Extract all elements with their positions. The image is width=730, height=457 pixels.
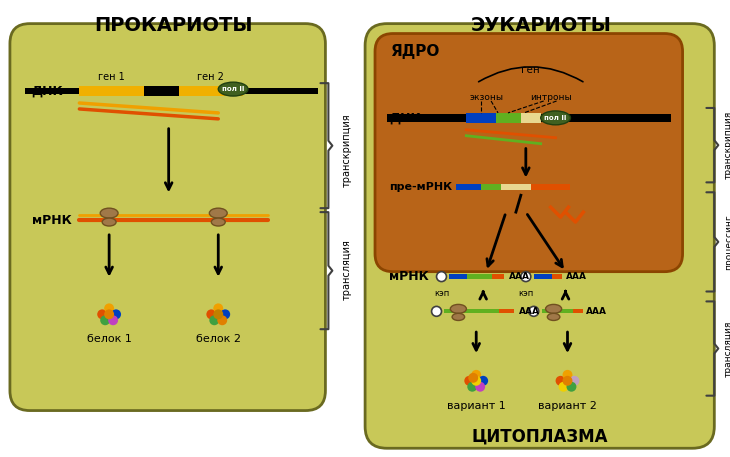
Text: ААА: ААА xyxy=(519,307,540,316)
Text: ААА: ААА xyxy=(566,272,586,281)
Text: ААА: ААА xyxy=(509,272,530,281)
Circle shape xyxy=(213,309,223,319)
Text: мРНК: мРНК xyxy=(389,270,429,283)
Text: интроны: интроны xyxy=(530,93,572,102)
Text: транскрипция: транскрипция xyxy=(342,114,353,187)
Circle shape xyxy=(468,373,478,383)
Circle shape xyxy=(472,376,481,386)
Circle shape xyxy=(437,271,447,282)
Bar xyxy=(25,88,80,94)
Bar xyxy=(25,88,33,94)
Circle shape xyxy=(475,382,485,392)
Text: ген 1: ген 1 xyxy=(98,72,125,82)
Circle shape xyxy=(563,370,572,380)
Text: вариант 2: вариант 2 xyxy=(538,401,597,410)
Bar xyxy=(552,274,561,279)
Bar xyxy=(387,114,671,122)
Circle shape xyxy=(213,303,223,314)
Text: транскрипция: транскрипция xyxy=(723,111,730,179)
Bar xyxy=(574,309,583,314)
Ellipse shape xyxy=(211,218,226,226)
Bar xyxy=(456,184,481,190)
Bar xyxy=(466,113,496,123)
Text: пол II: пол II xyxy=(545,115,566,121)
Ellipse shape xyxy=(545,304,561,314)
Text: ДНК: ДНК xyxy=(31,85,64,98)
Circle shape xyxy=(566,382,577,392)
Circle shape xyxy=(207,309,216,319)
FancyBboxPatch shape xyxy=(10,24,326,410)
Text: кэп: кэп xyxy=(518,288,534,298)
Bar xyxy=(243,88,312,94)
Circle shape xyxy=(100,315,110,325)
Text: ДНК: ДНК xyxy=(389,112,420,124)
FancyBboxPatch shape xyxy=(375,33,683,271)
Text: пол II: пол II xyxy=(222,86,245,92)
Text: белок 2: белок 2 xyxy=(196,334,241,344)
Ellipse shape xyxy=(102,218,116,226)
Text: ЭУКАРИОТЫ: ЭУКАРИОТЫ xyxy=(470,16,611,35)
Circle shape xyxy=(478,376,488,386)
Ellipse shape xyxy=(210,208,227,218)
Text: трансляция: трансляция xyxy=(723,320,730,377)
Ellipse shape xyxy=(452,314,464,320)
Circle shape xyxy=(97,309,107,319)
Text: мРНК: мРНК xyxy=(31,213,72,227)
Bar xyxy=(496,113,521,123)
Circle shape xyxy=(218,315,227,325)
Bar xyxy=(492,274,504,279)
Circle shape xyxy=(467,382,477,392)
Bar xyxy=(144,86,179,96)
Bar xyxy=(80,86,144,96)
Text: кэп: кэп xyxy=(434,288,449,298)
Circle shape xyxy=(431,306,442,316)
Bar xyxy=(521,113,541,123)
Ellipse shape xyxy=(548,314,560,320)
Ellipse shape xyxy=(541,111,570,125)
Text: трансляция: трансляция xyxy=(342,239,353,300)
Text: ЦИТОПЛАЗМА: ЦИТОПЛАЗМА xyxy=(472,427,608,446)
Text: вариант 1: вариант 1 xyxy=(447,401,506,410)
Bar xyxy=(534,274,552,279)
Bar xyxy=(501,184,531,190)
Text: ПРОКАРИОТЫ: ПРОКАРИОТЫ xyxy=(94,16,253,35)
Circle shape xyxy=(220,309,230,319)
Ellipse shape xyxy=(450,304,466,314)
Circle shape xyxy=(563,376,572,386)
Circle shape xyxy=(569,376,580,386)
Ellipse shape xyxy=(218,82,248,96)
Circle shape xyxy=(558,382,569,392)
Circle shape xyxy=(556,376,566,386)
Text: ЯДРО: ЯДРО xyxy=(390,44,439,59)
Ellipse shape xyxy=(100,208,118,218)
Bar xyxy=(531,184,570,190)
Text: белок 1: белок 1 xyxy=(87,334,131,344)
Circle shape xyxy=(108,315,118,325)
Circle shape xyxy=(472,370,481,380)
Bar xyxy=(293,88,301,94)
Text: ген: ген xyxy=(521,65,540,75)
Circle shape xyxy=(210,315,219,325)
Text: пре-мРНК: пре-мРНК xyxy=(389,182,452,192)
Circle shape xyxy=(529,306,539,316)
Bar xyxy=(179,86,243,96)
Bar xyxy=(450,274,467,279)
Text: ААА: ААА xyxy=(586,307,607,316)
Bar xyxy=(445,309,499,314)
Text: процессинг: процессинг xyxy=(723,214,730,270)
Text: экзоны: экзоны xyxy=(469,93,503,102)
Bar xyxy=(42,88,50,94)
Circle shape xyxy=(104,309,114,319)
Bar xyxy=(310,88,318,94)
FancyBboxPatch shape xyxy=(365,24,715,448)
Bar xyxy=(499,309,514,314)
Circle shape xyxy=(521,271,531,282)
Bar xyxy=(467,274,492,279)
Bar xyxy=(542,309,574,314)
Circle shape xyxy=(464,376,475,386)
Bar xyxy=(481,184,501,190)
Text: ген 2: ген 2 xyxy=(197,72,224,82)
Circle shape xyxy=(104,303,114,314)
Circle shape xyxy=(111,309,121,319)
